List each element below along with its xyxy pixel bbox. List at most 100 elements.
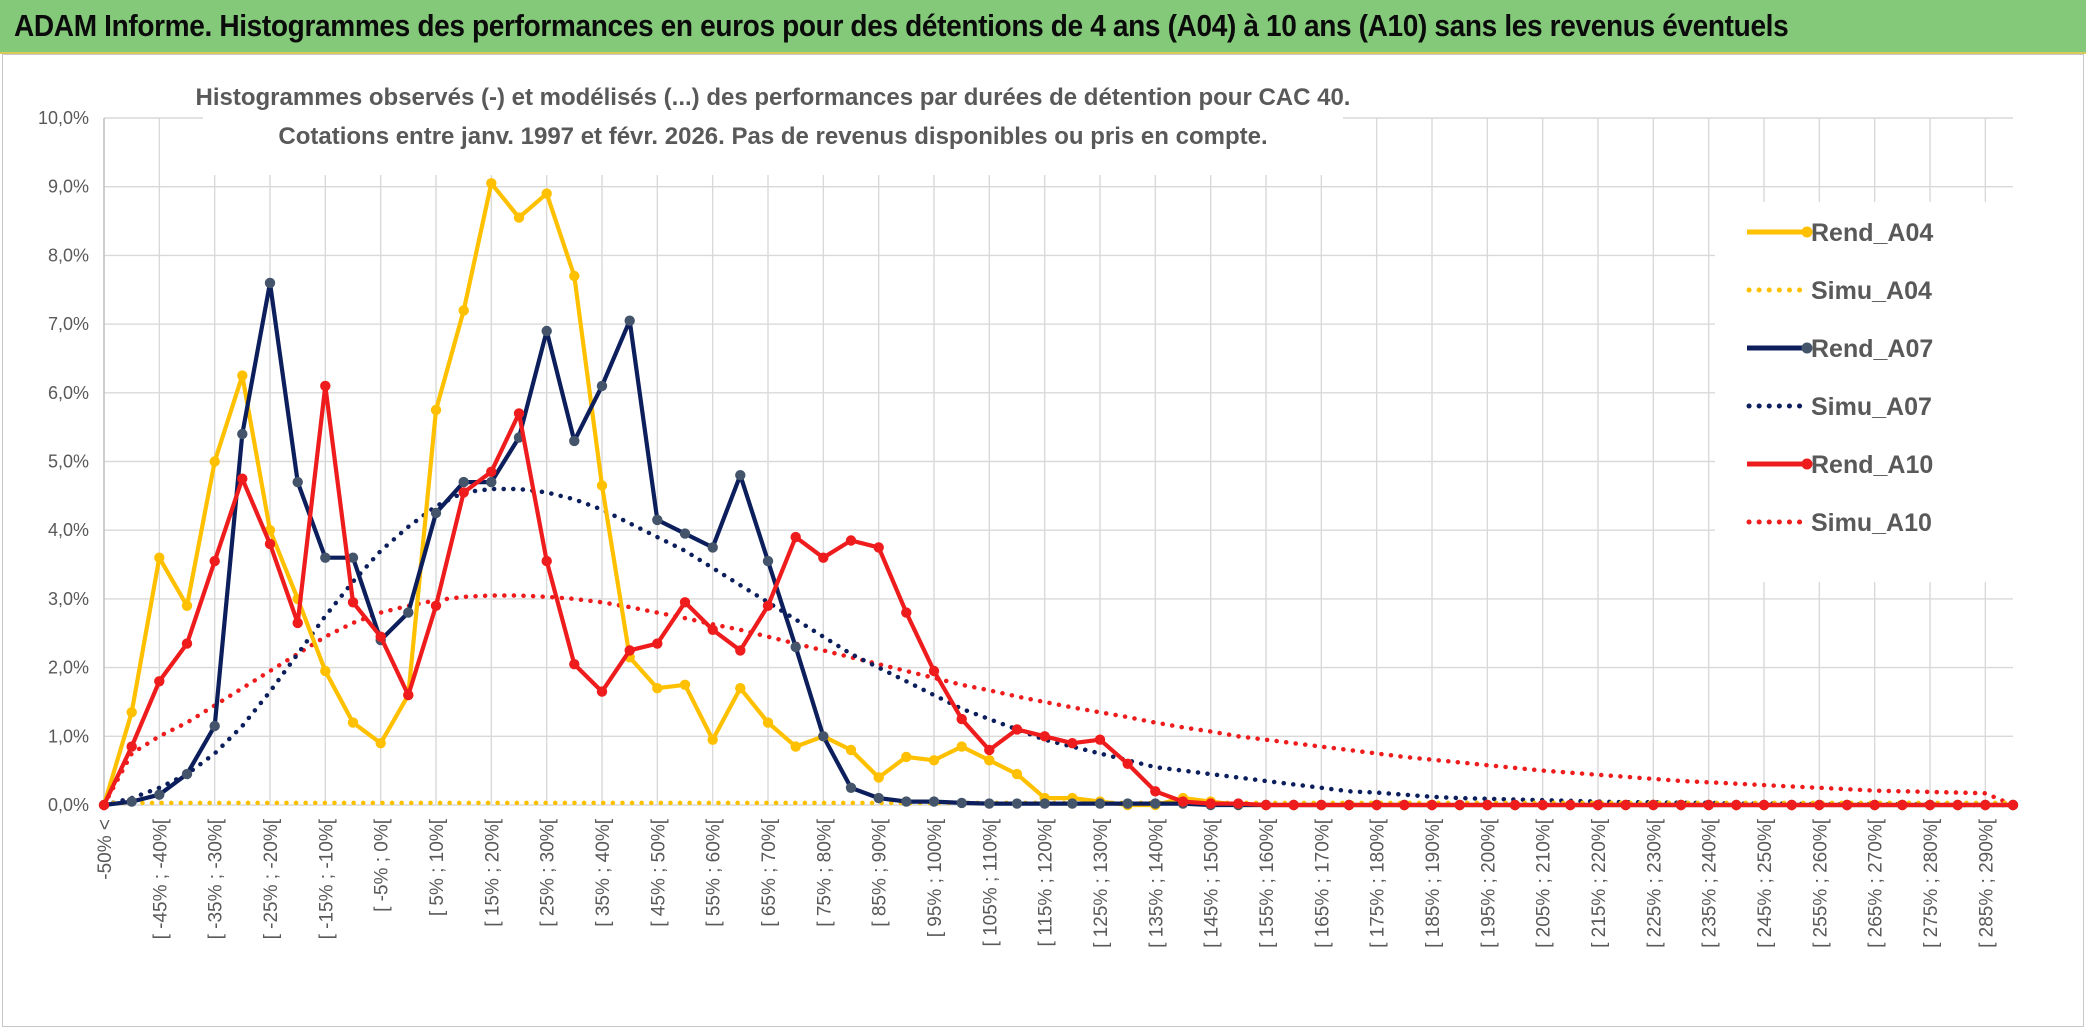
x-tick-label: [ 255% ; 260%[ [1810,818,1831,948]
chart-frame: 0,0% 1,0% 2,0% 3,0% 4,0% 5,0% 6,0% 7,0% 8,0% 9,0%… [2,54,2084,1027]
x-tick-label: [ 115% ; 120%[ [1036,818,1057,946]
data-point [1869,799,1880,811]
legend-label: Rend_A04 [1811,219,1933,247]
x-tick-label: [ -45% ; -40%[ [150,818,171,939]
data-point [1731,799,1742,811]
data-point [98,799,110,811]
data-point [1205,798,1216,809]
data-point [1094,798,1106,809]
data-point [845,782,857,793]
x-tick-label: [ 105% ; 110%[ [980,818,1001,946]
x-tick-label: [ 225% ; 230%[ [1644,818,1665,948]
x-tick-label: [ 165% ; 170%[ [1312,818,1333,948]
data-point [430,600,442,611]
data-point [1980,799,1991,811]
data-point [320,665,331,677]
legend-item: Simu_A10 [1746,509,1932,537]
x-tick-label: [ 215% ; 220%[ [1589,818,1610,948]
y-tick-label: 5,0% [48,452,89,472]
chart-subtitle: Cotations entre janv. 1997 et févr. 2026… [278,123,1267,150]
data-point [154,676,165,687]
data-point [956,797,967,809]
data-point [320,380,331,392]
data-point [541,188,552,199]
data-point [181,768,193,780]
x-tick-label: [ -35% ; -30%[ [206,818,227,939]
data-point [1786,799,1797,811]
data-point [1039,798,1050,809]
x-tick-label: [ 205% ; 210%[ [1534,818,1555,948]
data-point [1288,799,1299,811]
data-point [375,631,386,642]
data-point [1011,798,1023,809]
legend-item: Rend_A10 [1747,451,1933,479]
y-axis: 0,0% 1,0% 2,0% 3,0% 4,0% 5,0% 6,0% 7,0% 8,0% 9,0%… [38,108,89,815]
legend-item: Rend_A04 [1747,219,1933,247]
x-tick-label: [ 25% ; 30%[ [538,818,559,926]
title-background [203,79,1343,175]
x-tick-label: [ -15% ; -10%[ [316,818,337,939]
data-point [209,555,220,567]
data-point [679,528,691,539]
data-point [818,731,829,742]
x-tick-label: [ 85% ; 90%[ [870,818,891,926]
data-point [735,645,746,656]
data-point [873,772,884,783]
data-point [873,542,884,553]
data-point [901,607,912,618]
y-tick-label: 9,0% [48,177,89,197]
data-point [956,741,967,752]
data-point [347,717,359,728]
x-axis: -50% < [ -45% ; -40%[[ -35% ; -30%[[ -25%… [95,818,1997,948]
x-tick-label: [ 275% ; 280%[ [1921,818,1942,948]
data-point [762,600,774,611]
data-point [1067,738,1078,749]
data-point [181,600,193,611]
data-point [928,755,940,766]
data-point [901,751,912,763]
data-point [956,713,967,725]
data-point [126,707,137,718]
y-tick-label: 4,0% [48,520,89,540]
data-point [513,408,525,419]
report-banner: ADAM Informe. Histogrammes des performan… [0,0,2086,54]
data-point [845,535,857,546]
data-point [237,428,248,440]
legend-marker [1801,342,1813,354]
data-point [1454,799,1465,811]
y-tick-label: 10,0% [38,108,89,128]
data-point [541,555,552,567]
data-point [873,792,884,804]
data-point [154,789,165,800]
legend-label: Rend_A10 [1811,451,1933,479]
data-point [569,435,580,447]
x-tick-label: [ 35% ; 40%[ [593,818,614,926]
x-tick-label: [ 125% ; 130%[ [1091,818,1112,948]
data-point [1150,786,1161,797]
x-tick-label: [ 245% ; 250%[ [1755,818,1776,948]
data-point [818,552,829,563]
x-tick-label: [ -5% ; 0%[ [372,818,393,912]
data-point [652,638,663,649]
x-tick-label: [ 135% ; 140%[ [1146,818,1167,948]
x-tick-label: [ 15% ; 20%[ [482,818,503,926]
data-point [1814,799,1825,811]
x-tick-label: [ 195% ; 200%[ [1478,818,1499,948]
data-point [707,734,718,745]
data-point [126,796,137,807]
x-tick-label: [ 95% ; 100%[ [925,818,946,937]
data-point [1592,799,1604,811]
data-point [1316,799,1327,811]
data-point [347,597,359,608]
data-point [790,641,801,653]
series-rend-a10 [98,380,2019,811]
data-point [1703,799,1714,811]
data-point [735,470,746,481]
data-point [596,686,608,697]
data-point [1675,799,1687,811]
data-point [624,315,635,326]
data-point [1343,799,1355,811]
legend-item: Simu_A04 [1746,277,1932,305]
data-point [1150,798,1161,809]
data-point [486,178,497,189]
